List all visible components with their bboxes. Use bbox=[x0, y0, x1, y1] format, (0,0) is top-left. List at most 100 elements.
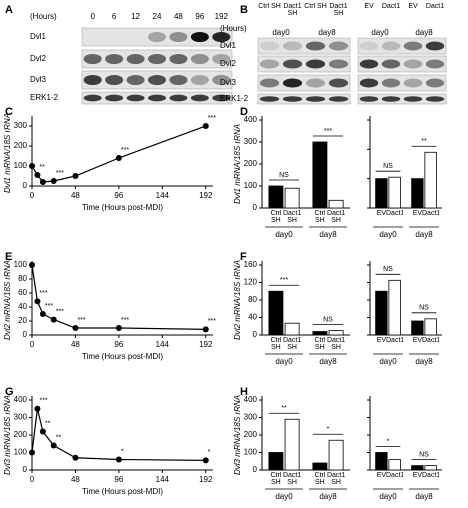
bar bbox=[411, 320, 424, 336]
significance-label: *** bbox=[121, 317, 129, 324]
bar-label-box: EV bbox=[413, 337, 422, 344]
x-tick-label: 0 bbox=[30, 340, 35, 349]
y-tick-label: 20 bbox=[18, 316, 27, 325]
data-point bbox=[115, 325, 122, 331]
bar bbox=[424, 151, 437, 209]
y-tick-label: 100 bbox=[14, 448, 28, 457]
bar bbox=[388, 279, 401, 336]
y-tick-label: 60 bbox=[18, 288, 27, 297]
blot-band bbox=[282, 78, 303, 88]
bar-label: Dact1 SH bbox=[326, 210, 346, 224]
y-tick-label: 80 bbox=[248, 295, 257, 304]
bar-label-box: Ctrl SH bbox=[314, 210, 326, 224]
y-axis-title: Dvl2 mRNA/18S rRNA bbox=[3, 260, 12, 340]
y-tick-label: 100 bbox=[14, 161, 28, 170]
blot-row bbox=[357, 74, 447, 92]
x-tick-label: 0 bbox=[30, 475, 35, 484]
panel-letter: B bbox=[240, 4, 248, 16]
panel-letter: H bbox=[240, 386, 248, 398]
x-tick-label: 144 bbox=[156, 340, 170, 349]
significance-label: ** bbox=[56, 434, 62, 441]
blot-column-label: 6 bbox=[112, 12, 117, 21]
bar-label: Ctrl SH bbox=[270, 337, 282, 351]
x-tick-label: 144 bbox=[156, 475, 170, 484]
blot-band bbox=[282, 96, 303, 102]
data-point bbox=[50, 178, 57, 184]
significance-label: *** bbox=[77, 317, 85, 324]
x-tick-label: 192 bbox=[199, 340, 213, 349]
blot-band bbox=[328, 78, 349, 88]
blot-band bbox=[83, 53, 102, 65]
blot-band bbox=[328, 96, 349, 102]
data-point bbox=[34, 405, 41, 412]
panel-letter: D bbox=[240, 106, 248, 118]
blot-column-label: Dact1 bbox=[425, 3, 445, 10]
bar-label: Dact1 SH bbox=[326, 472, 346, 486]
x-tick-label: 48 bbox=[71, 191, 80, 200]
x-tick-label: 96 bbox=[114, 191, 123, 200]
y-tick-label: 300 bbox=[244, 137, 258, 146]
blot-band bbox=[259, 41, 280, 51]
blot-band bbox=[83, 94, 102, 102]
significance-label: * bbox=[327, 426, 330, 433]
panel-letter: F bbox=[240, 251, 247, 263]
blot-band bbox=[212, 94, 231, 102]
blot-band bbox=[403, 78, 423, 88]
bar-label-box: Dact1 bbox=[386, 337, 403, 344]
bar bbox=[388, 176, 401, 209]
blot-column-label: Dact1 SH bbox=[283, 3, 302, 17]
bar-label-box: Ctrl SH bbox=[314, 337, 325, 351]
data-point bbox=[34, 298, 41, 305]
significance-label: NS bbox=[383, 266, 393, 273]
blot-band bbox=[359, 41, 379, 51]
y-axis-title: Dvl1 mRNA/18S rRNA bbox=[233, 124, 242, 204]
bar-label: Ctrl SH bbox=[314, 210, 326, 224]
significance-label: NS bbox=[279, 172, 289, 179]
blot-group-label: day0 bbox=[371, 28, 389, 37]
data-point bbox=[72, 173, 79, 179]
bar bbox=[284, 187, 300, 209]
blot-band bbox=[148, 94, 166, 102]
blot-band bbox=[425, 96, 445, 102]
bar-label: Dact1 bbox=[422, 337, 440, 344]
blot-band bbox=[212, 31, 231, 43]
group-label: day8 bbox=[415, 357, 433, 366]
blot-row bbox=[357, 37, 447, 55]
y-tick-label: 40 bbox=[18, 302, 27, 311]
bar-label-box: Dact1 bbox=[422, 472, 439, 479]
blot-row bbox=[357, 55, 447, 73]
bar-label-box: EV bbox=[377, 210, 386, 217]
blot-band bbox=[403, 96, 423, 102]
y-axis-title: Dvl3 mRNA/18S rRNA bbox=[3, 395, 12, 475]
group-label: day8 bbox=[415, 230, 433, 239]
bar-label: EV bbox=[376, 472, 387, 479]
blot-band bbox=[259, 78, 280, 88]
blot-band bbox=[425, 41, 445, 51]
significance-label: *** bbox=[39, 398, 47, 405]
bar-label: EV bbox=[412, 472, 423, 479]
y-tick-label: 300 bbox=[244, 413, 258, 422]
bar bbox=[328, 330, 344, 336]
blot-group-label: day8 bbox=[415, 28, 433, 37]
blot-header: (Hours) bbox=[30, 12, 57, 21]
data-point bbox=[34, 172, 41, 178]
bar-label: Dact1 bbox=[386, 472, 404, 479]
blot-header: (Hours) bbox=[220, 24, 247, 33]
bar-label: Dact1 bbox=[422, 210, 440, 217]
significance-label: *** bbox=[121, 147, 129, 154]
blot-band bbox=[305, 59, 326, 69]
bar bbox=[268, 452, 284, 471]
bar-label: EV bbox=[412, 210, 423, 217]
y-tick-label: 400 bbox=[244, 115, 258, 124]
blot-column-label: Dact1 SH bbox=[329, 3, 348, 17]
y-tick-label: 0 bbox=[253, 203, 258, 212]
y-tick-label: 200 bbox=[244, 430, 258, 439]
y-tick-label: 200 bbox=[14, 430, 28, 439]
bar-label: Ctrl SH bbox=[314, 472, 326, 486]
bar bbox=[375, 452, 388, 471]
panel-letter: E bbox=[5, 251, 12, 263]
y-tick-label: 0 bbox=[23, 181, 28, 190]
blot-band bbox=[425, 59, 445, 69]
